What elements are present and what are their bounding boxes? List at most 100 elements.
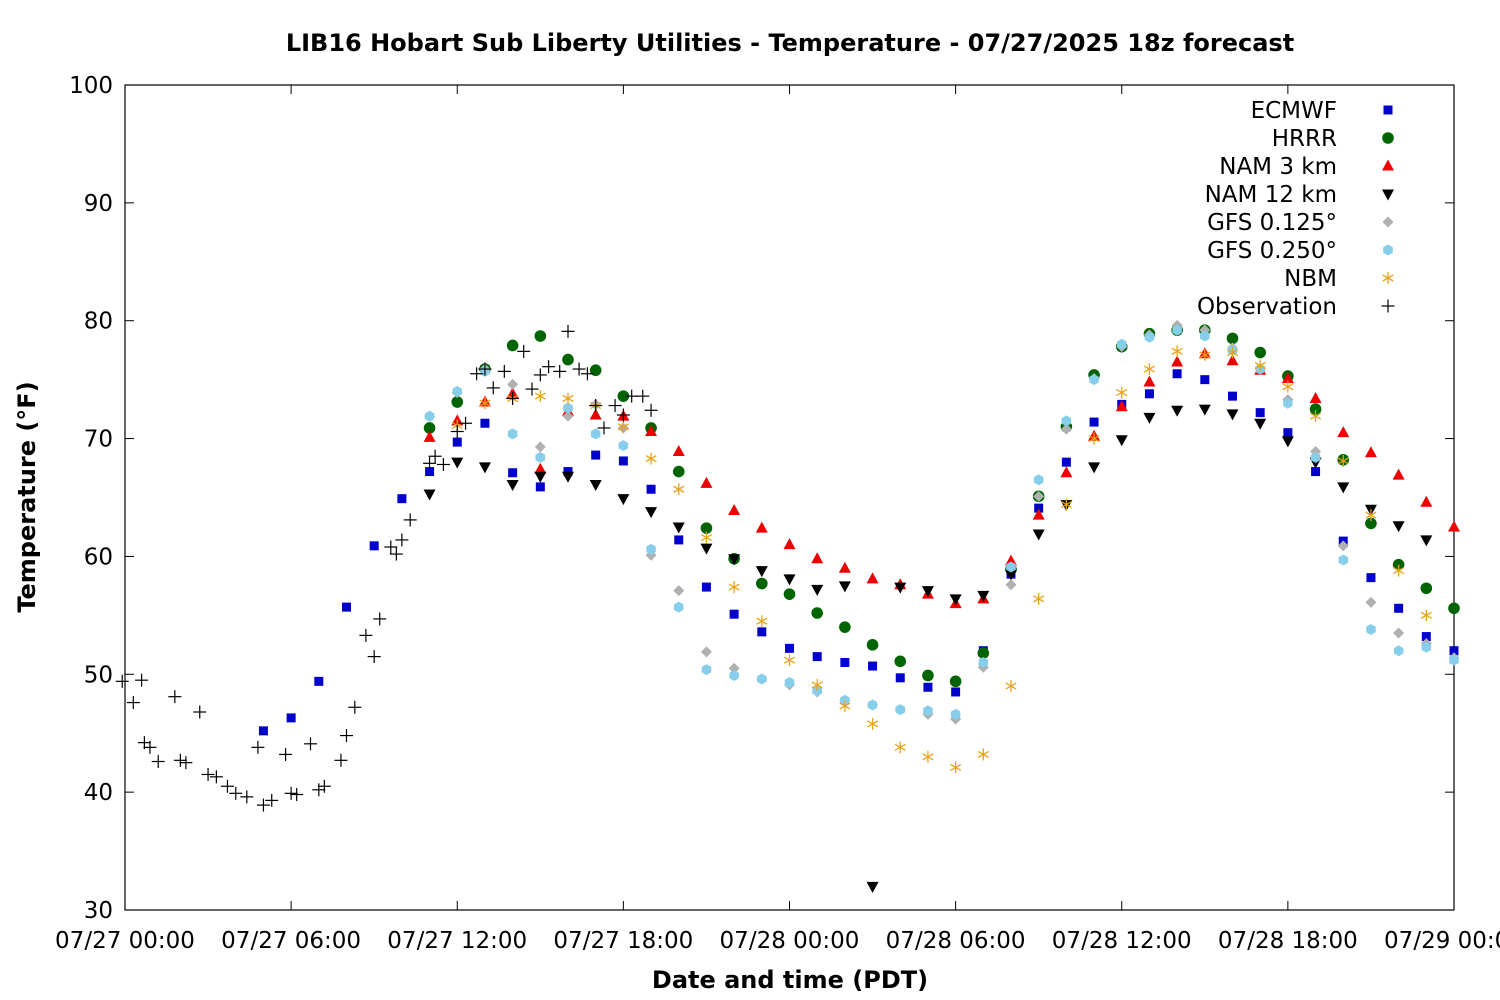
legend-label: GFS 0.250° bbox=[1207, 238, 1337, 264]
data-point bbox=[757, 627, 767, 637]
data-point bbox=[1172, 324, 1182, 336]
data-point bbox=[1393, 627, 1405, 639]
data-point bbox=[590, 428, 601, 440]
data-point bbox=[636, 389, 650, 403]
data-point bbox=[1228, 391, 1237, 401]
data-point bbox=[1338, 554, 1348, 566]
data-point bbox=[423, 489, 436, 501]
data-point bbox=[894, 741, 906, 754]
data-point bbox=[755, 566, 768, 578]
data-point bbox=[135, 673, 149, 687]
data-point bbox=[646, 543, 656, 555]
data-point bbox=[1337, 540, 1349, 552]
data-point bbox=[839, 700, 851, 713]
y-tick-label: 50 bbox=[84, 662, 113, 688]
legend-label: NBM bbox=[1284, 266, 1337, 292]
data-point bbox=[728, 503, 741, 515]
data-point bbox=[497, 364, 511, 378]
data-point bbox=[572, 362, 586, 376]
data-point bbox=[922, 750, 934, 763]
data-point bbox=[1199, 348, 1211, 361]
data-point bbox=[646, 484, 656, 494]
legend-label: Observation bbox=[1197, 294, 1337, 320]
data-point bbox=[1365, 509, 1377, 522]
y-tick-label: 100 bbox=[69, 73, 113, 99]
data-point bbox=[1448, 602, 1460, 615]
data-point bbox=[562, 471, 574, 483]
data-point bbox=[478, 462, 491, 474]
data-point bbox=[867, 699, 878, 711]
x-tick-label: 07/28 18:00 bbox=[1218, 928, 1358, 954]
data-point bbox=[1226, 409, 1239, 421]
y-tick-label: 80 bbox=[84, 309, 113, 335]
data-point bbox=[1365, 596, 1377, 608]
data-point bbox=[1200, 330, 1210, 342]
data-point bbox=[1281, 436, 1294, 448]
data-point bbox=[507, 378, 519, 390]
x-tick-label: 07/28 12:00 bbox=[1052, 928, 1192, 954]
data-point bbox=[700, 522, 713, 534]
data-point bbox=[1364, 446, 1377, 458]
data-point bbox=[1366, 624, 1376, 635]
data-point bbox=[534, 462, 547, 474]
legend-item: NAM 12 km bbox=[1205, 182, 1394, 208]
data-point bbox=[525, 382, 539, 396]
data-point bbox=[644, 403, 658, 417]
data-point bbox=[1254, 359, 1266, 372]
data-point bbox=[673, 585, 685, 597]
data-point bbox=[868, 661, 878, 671]
data-point bbox=[811, 552, 824, 564]
data-point bbox=[618, 456, 628, 466]
data-point bbox=[785, 643, 794, 653]
data-point bbox=[1172, 369, 1182, 379]
data-point bbox=[506, 339, 519, 352]
data-point bbox=[451, 396, 464, 408]
y-tick-label: 60 bbox=[84, 544, 113, 570]
data-point bbox=[866, 639, 879, 651]
data-point bbox=[866, 572, 879, 584]
data-point bbox=[700, 531, 712, 544]
data-point bbox=[784, 677, 795, 688]
data-point bbox=[312, 783, 326, 797]
data-point bbox=[115, 674, 129, 688]
data-point bbox=[389, 547, 403, 561]
data-point bbox=[839, 621, 851, 633]
data-point bbox=[1117, 338, 1127, 350]
data-point bbox=[452, 437, 462, 447]
data-point bbox=[542, 360, 556, 374]
data-point bbox=[1143, 363, 1155, 376]
data-point bbox=[1393, 564, 1405, 577]
data-point bbox=[258, 726, 268, 736]
data-point bbox=[866, 881, 879, 893]
data-point bbox=[838, 581, 851, 593]
data-point bbox=[1061, 457, 1071, 467]
data-point bbox=[317, 779, 331, 793]
data-point bbox=[314, 676, 324, 686]
data-point bbox=[1382, 216, 1394, 228]
data-point bbox=[1282, 380, 1294, 393]
y-tick-label: 40 bbox=[84, 780, 113, 806]
data-point bbox=[783, 538, 796, 550]
legend-label: HRRR bbox=[1272, 126, 1337, 152]
data-point bbox=[1060, 498, 1072, 511]
data-point bbox=[367, 650, 381, 664]
data-point bbox=[1226, 354, 1239, 366]
data-point bbox=[811, 584, 824, 596]
data-point bbox=[1200, 375, 1210, 385]
data-point bbox=[783, 654, 796, 667]
data-point bbox=[279, 747, 293, 761]
data-point bbox=[1382, 132, 1394, 144]
data-point bbox=[977, 748, 989, 761]
legend-item: GFS 0.250° bbox=[1207, 238, 1393, 264]
data-point bbox=[359, 628, 373, 642]
data-point bbox=[1255, 408, 1265, 418]
data-point bbox=[895, 704, 905, 716]
data-point bbox=[1006, 561, 1016, 573]
data-point bbox=[173, 753, 187, 767]
legend-item: NBM bbox=[1284, 266, 1394, 292]
data-point bbox=[672, 522, 685, 534]
data-point bbox=[369, 541, 379, 551]
data-point bbox=[256, 798, 270, 812]
series-nam-3-km bbox=[423, 347, 1460, 609]
data-point bbox=[1226, 346, 1239, 359]
